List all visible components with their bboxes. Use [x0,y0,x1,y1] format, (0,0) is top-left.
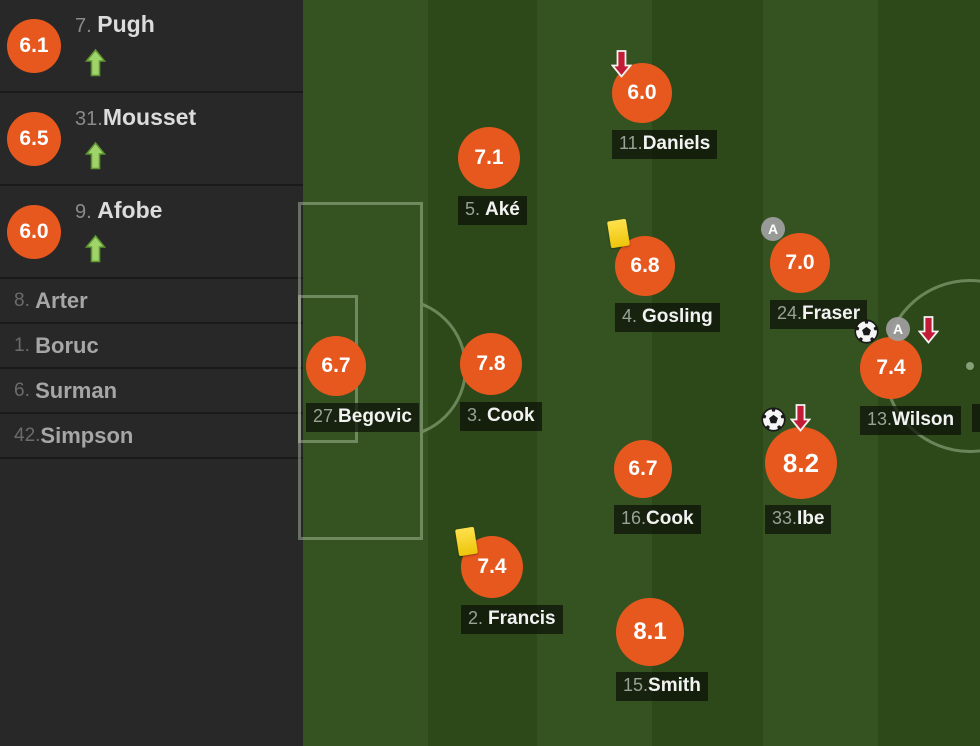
player-number: 9. [75,201,98,223]
rating-badge: 6.1 [7,18,61,73]
player-marker-ake[interactable]: 7.1 5. Aké [458,127,527,225]
trend-up-icon [85,235,106,263]
player-label: 24.Fraser [770,300,868,329]
player-name: Afobe [97,197,163,223]
rating-badge: 6.0 [612,63,672,123]
rating-badge: 8.2 [765,427,837,499]
penalty-box-line [298,202,423,540]
player-label: 2. Francis [461,605,563,634]
sub-row-afobe[interactable]: 6.0 9. Afobe [0,186,303,279]
cropped-label-fragment [972,404,980,432]
player-marker-gosling[interactable]: 6.8 4. Gosling [607,218,720,332]
trend-up-icon [85,142,106,170]
trend-up-icon [85,49,106,77]
rating-badge: 6.7 [614,440,672,498]
trend-down-icon [918,316,939,344]
player-marker-wilson[interactable]: A 7.4 13.Wilson [854,316,962,435]
player-number: 7. [75,15,98,37]
player-number: 6. [14,379,36,401]
player-marker-cook-16[interactable]: 6.7 16.Cook [614,440,701,534]
rating-badge: 6.0 [7,204,61,259]
pitch-stripe [763,0,878,746]
player-marker-begovic[interactable]: 6.7 27.Begovic [306,336,419,432]
player-label: 13.Wilson [860,406,962,435]
yellow-card-icon [455,526,478,557]
player-name: Surman [35,377,118,403]
player-label: 27.Begovic [306,403,419,432]
player-marker-ibe[interactable]: 8.2 33.Ibe [761,404,837,534]
player-number: 42. [14,424,41,446]
player-label: 11.Daniels [612,130,718,159]
player-marker-francis[interactable]: 7.4 2. Francis [455,526,563,634]
pitch: 6.7 27.Begovic 7.1 5. Aké 7.8 3. Cook 7.… [298,0,980,746]
player-number: 8. [14,289,36,311]
sub-row-pugh[interactable]: 6.1 7. Pugh [0,0,303,93]
player-number: 31. [75,108,103,130]
player-label: 16.Cook [614,505,701,534]
rating-badge: 7.1 [458,127,520,189]
player-name: Pugh [97,11,155,37]
player-name: Mousset [102,104,197,130]
sub-row-mousset[interactable]: 6.5 31.Mousset [0,93,303,186]
player-number: 1. [14,334,36,356]
assist-badge: A [761,217,785,241]
yellow-card-icon [607,218,630,249]
player-name: Simpson [40,422,134,448]
rating-badge: 7.8 [460,333,522,395]
assist-badge: A [886,317,910,341]
player-marker-cook-3[interactable]: 7.8 3. Cook [460,333,542,431]
rating-badge: 8.1 [616,598,684,666]
player-marker-fraser[interactable]: A 7.0 24.Fraser [761,217,868,329]
bench-row-arter[interactable]: 8. Arter [0,279,303,324]
player-label: 3. Cook [460,402,542,431]
trend-down-icon [611,50,632,78]
player-name: Arter [35,287,88,313]
goal-icon [761,407,786,432]
rating-badge: 6.5 [7,111,61,166]
bench-row-simpson[interactable]: 42. Simpson [0,414,303,459]
player-label: 33.Ibe [765,505,832,534]
player-name: Boruc [35,332,99,358]
player-label: 15.Smith [616,672,708,701]
bench-row-boruc[interactable]: 1. Boruc [0,324,303,369]
trend-down-icon [790,404,811,432]
player-marker-daniels[interactable]: 6.0 11.Daniels [611,50,718,159]
rating-badge: 7.4 [860,337,922,399]
player-label: 5. Aké [458,196,527,225]
player-marker-smith[interactable]: 8.1 15.Smith [616,598,708,701]
rating-badge: 6.7 [306,336,366,396]
player-label: 4. Gosling [615,303,720,332]
rating-badge: 7.0 [770,233,830,293]
bench-sidebar: 6.1 7. Pugh 6.5 31.Mousset 6.0 9. Afobe [0,0,303,746]
goal-icon [854,319,879,344]
center-spot [966,362,974,370]
bench-row-surman[interactable]: 6. Surman [0,369,303,414]
